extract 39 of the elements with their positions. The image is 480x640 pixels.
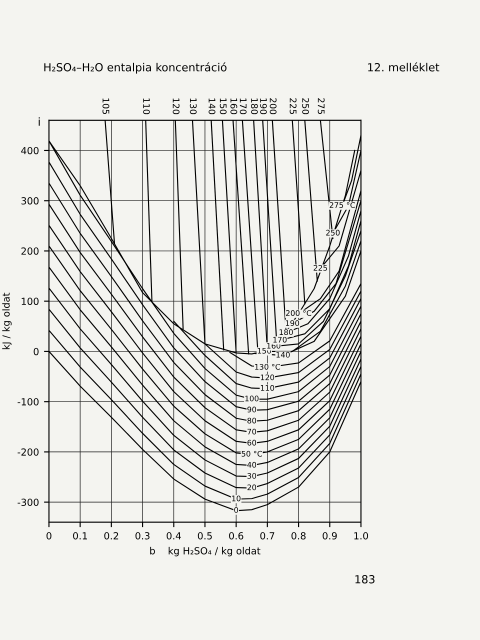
text: 275 <box>318 98 325 114</box>
text: i <box>38 117 40 126</box>
y-tick-label: 100 <box>22 298 39 306</box>
text: 160 <box>230 98 238 114</box>
x-tick-label: 0.2 <box>104 532 118 540</box>
text: 140 <box>208 98 216 114</box>
text: 225 <box>290 98 297 114</box>
text: 180 <box>251 98 258 114</box>
y-tick-label: -200 <box>18 448 39 456</box>
x-tick-label: 0.3 <box>135 532 150 540</box>
x-tick-label: 0.1 <box>73 532 87 540</box>
x-tick-label: 1.0 <box>354 532 368 540</box>
x-tick-label: 0.5 <box>198 532 212 540</box>
x-tick-label: 0 <box>46 532 52 540</box>
y-tick-label: -100 <box>18 398 39 406</box>
text: 110 <box>143 98 150 114</box>
x-tick-label: 0.9 <box>322 532 337 540</box>
text: 12. melléklet <box>368 62 440 72</box>
x-tick-label: 0.6 <box>229 532 244 540</box>
text: 183 <box>355 575 375 584</box>
x-axis-title: b kg H₂SO₄ / kg oldat <box>150 546 260 556</box>
text: 250 <box>302 98 310 114</box>
x-tick-label: 0.7 <box>260 532 274 540</box>
y-tick-label: 300 <box>21 197 39 205</box>
y-axis-title: kJ / kg oldat <box>2 292 12 350</box>
text: 120 <box>172 98 180 114</box>
text: 105 <box>102 98 110 114</box>
text: 170 <box>240 98 247 114</box>
y-tick-label: 400 <box>21 146 39 154</box>
chart-title: H₂SO₄–H₂O entalpia koncentráció <box>44 62 226 74</box>
y-tick-label: -300 <box>18 498 39 506</box>
text: 190 <box>260 98 267 114</box>
y-tick-label: 0 <box>34 348 39 356</box>
y-tick-label: 200 <box>21 247 39 255</box>
x-tick-label: 0.4 <box>166 532 181 540</box>
text: 150 <box>220 98 227 114</box>
x-tick-label: 0.8 <box>291 532 306 540</box>
text: 130 <box>190 98 197 114</box>
text: 200 <box>270 98 277 114</box>
